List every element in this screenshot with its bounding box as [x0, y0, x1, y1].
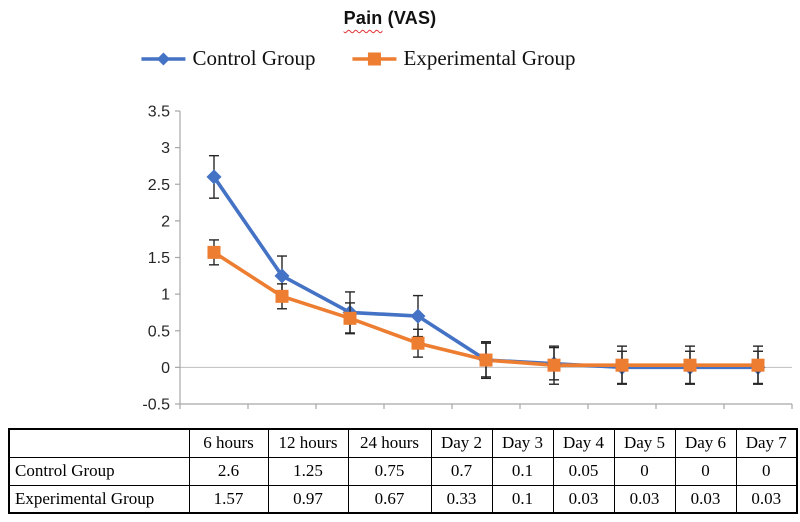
legend-item-experimental-group: Experimental Group [352, 46, 576, 71]
table-cell: 0.05 [552, 456, 615, 486]
data-table: 6 hours 12 hours 24 hours Day 2 Day 3 Day 4 Da… [8, 428, 798, 514]
table-cell: 1.57 [188, 484, 269, 514]
y-axis-tick-label: 1.5 [148, 250, 170, 267]
table-header-cell: Day 2 [430, 428, 493, 458]
table-cell: 2.6 [188, 456, 269, 486]
table-header-cell: 12 hours [267, 428, 349, 458]
table-cell: 0.67 [347, 484, 432, 514]
marker-diamond-control [410, 308, 426, 324]
table-row-label: Control Group [8, 456, 190, 486]
legend-marker-control-group [141, 52, 186, 65]
table-cell: 0.75 [347, 456, 432, 486]
table-header-cell: Day 4 [552, 428, 615, 458]
y-axis-tick-label: 0.5 [148, 323, 170, 340]
chart-title-word-vas: (VAS) [382, 8, 437, 28]
y-axis-tick-label: -0.5 [142, 397, 170, 414]
legend-label-experimental-group: Experimental Group [403, 46, 576, 70]
marker-square-experimental [615, 358, 629, 372]
marker-square-experimental [751, 358, 765, 372]
table-cell: 0.03 [613, 484, 676, 514]
y-axis-tick-label: 3.5 [148, 104, 170, 121]
table-header-row: 6 hours 12 hours 24 hours Day 2 Day 3 Day 4 Da… [8, 428, 798, 458]
marker-square-experimental [411, 336, 425, 350]
table-header-cell: Day 7 [735, 428, 798, 458]
table-header-cell: 24 hours [347, 428, 432, 458]
table-header-cell: Day 3 [491, 428, 554, 458]
table-header-cell: Day 6 [674, 428, 737, 458]
marker-square-experimental [547, 358, 561, 372]
series-line-control [212, 175, 760, 370]
marker-square-experimental [343, 311, 357, 325]
line-chart-plot-area: 3.5 3 2.5 2 1.5 1 0.5 0 -0.5 [142, 104, 793, 414]
y-axis-tick-label: 2.5 [148, 177, 170, 194]
table-row-label: Experimental Group [8, 484, 190, 514]
marker-square-experimental [207, 245, 221, 259]
y-axis-tick-label: 1 [161, 287, 170, 304]
table-row: Control Group 2.6 1.25 0.75 0.7 0.1 0.05 0 0 0 [8, 456, 798, 486]
table-cell: 0.03 [674, 484, 737, 514]
y-axis-tick-label: 2 [161, 213, 170, 230]
table-cell: 0 [674, 456, 737, 486]
table-cell: 0.03 [735, 484, 798, 514]
y-axis-tick-label: 3 [161, 140, 170, 157]
table-cell: 0 [735, 456, 798, 486]
table-header-cell: 6 hours [188, 428, 269, 458]
table-cell: 0 [613, 456, 676, 486]
table-cell: 1.25 [267, 456, 349, 486]
legend-marker-experimental-group [352, 52, 397, 65]
marker-square-experimental [479, 353, 493, 367]
marker-square-experimental [275, 289, 289, 303]
y-axis-tick-label: 0 [161, 360, 170, 377]
chart-title-word-pain: Pain [343, 8, 383, 28]
marker-diamond-control [206, 169, 222, 185]
legend-item-control-group: Control Group [140, 46, 316, 71]
marker-square-experimental [683, 358, 697, 372]
table-header-cell [8, 428, 190, 458]
table-header-cell: Day 5 [613, 428, 676, 458]
marker-diamond-control [274, 268, 290, 284]
table-cell: 0.7 [430, 456, 493, 486]
table-cell: 0.1 [491, 484, 554, 514]
legend-label-control-group: Control Group [192, 46, 316, 70]
table-cell: 0.33 [430, 484, 493, 514]
table-cell: 0.97 [267, 484, 349, 514]
chart-title: Pain (VAS) [344, 8, 437, 29]
table-cell: 0.03 [552, 484, 615, 514]
chart-legend: Control Group Experimental Group [140, 46, 576, 71]
table-cell: 0.1 [491, 456, 554, 486]
table-row: Experimental Group 1.57 0.97 0.67 0.33 0.1 0.0… [8, 484, 798, 514]
